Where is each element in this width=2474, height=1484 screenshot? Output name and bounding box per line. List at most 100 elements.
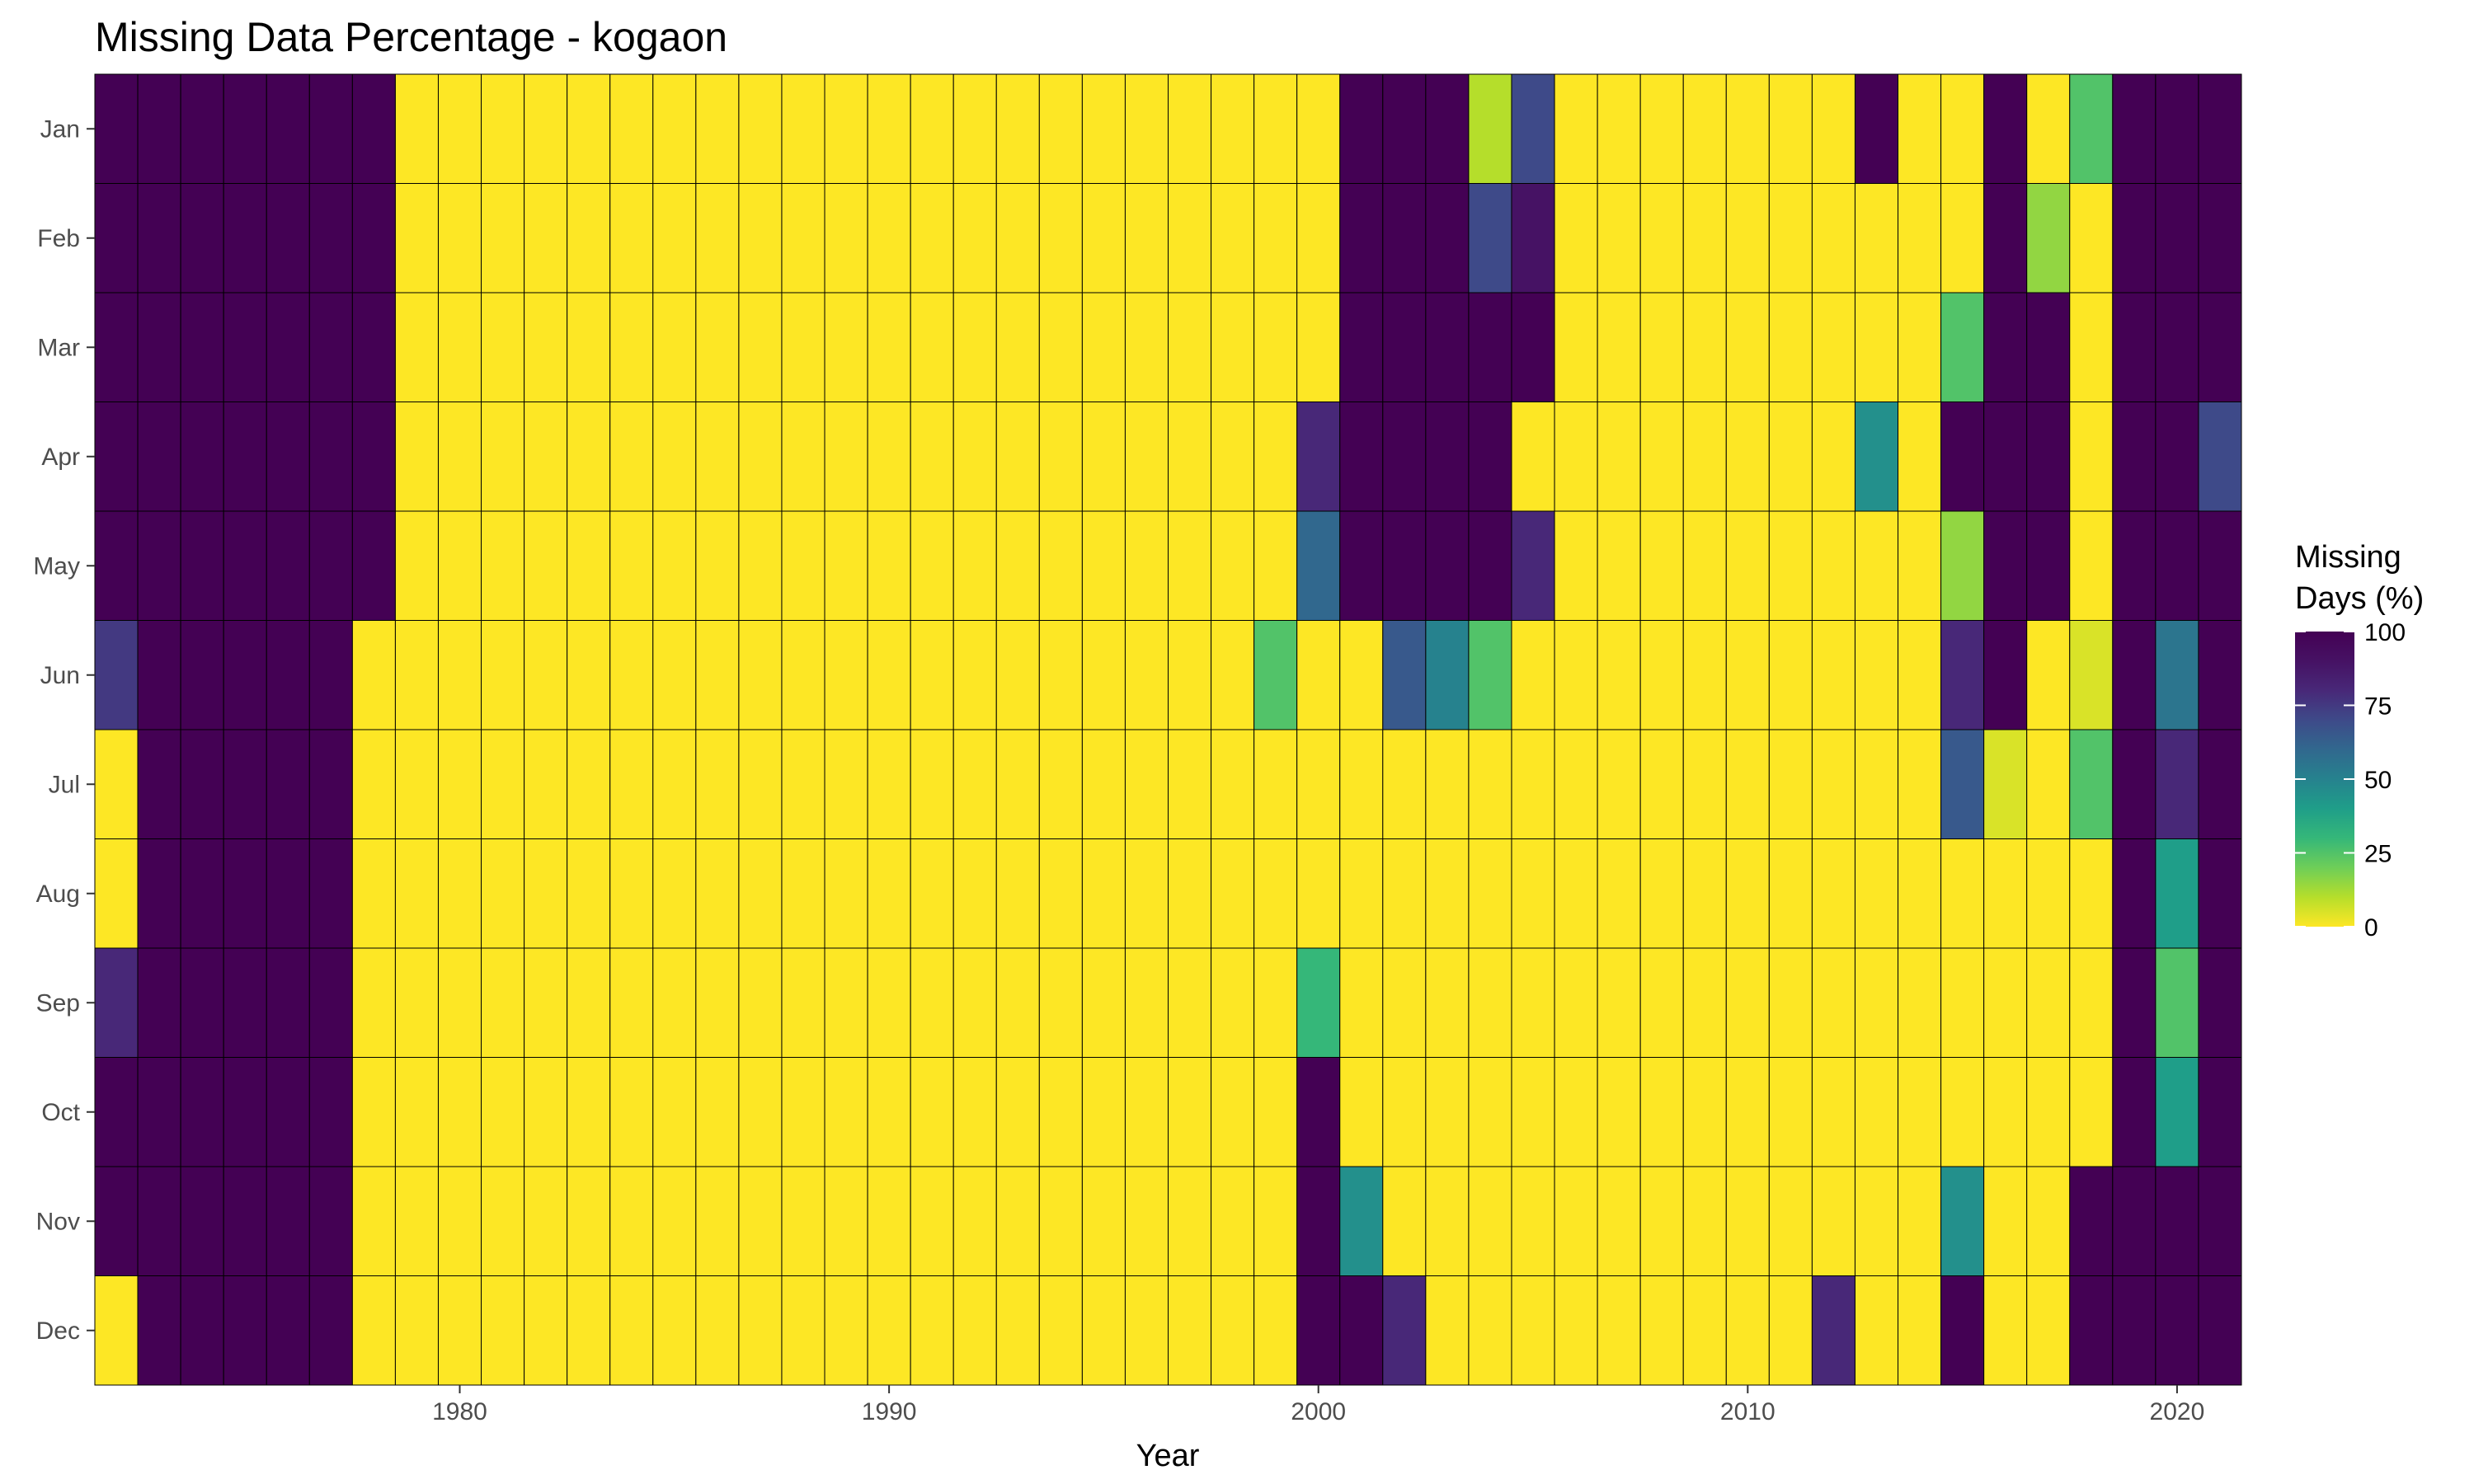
heatmap-cell — [1339, 1057, 1384, 1167]
heatmap-cell — [1425, 402, 1470, 512]
heatmap-cell — [180, 1057, 224, 1167]
heatmap-cell — [1898, 947, 1942, 1058]
heatmap-cell — [1168, 1057, 1212, 1167]
heatmap-cell — [1854, 1166, 1899, 1276]
heatmap-cell — [223, 947, 267, 1058]
heatmap-cell — [1725, 1057, 1770, 1167]
heatmap-cell — [308, 183, 353, 294]
heatmap-cell — [1597, 402, 1641, 512]
y-tick-label: Feb — [37, 225, 80, 252]
heatmap-cell — [738, 183, 783, 294]
heatmap-cell — [952, 620, 997, 730]
heatmap-cell — [223, 292, 267, 402]
heatmap-cell — [2069, 183, 2114, 294]
heatmap-cell — [1211, 729, 1255, 839]
heatmap-cell — [2112, 947, 2157, 1058]
heatmap-cell — [1296, 402, 1341, 512]
x-tick-label: 1980 — [432, 1398, 487, 1425]
heatmap-cell — [1382, 183, 1427, 294]
heatmap-cell — [1511, 1166, 1555, 1276]
heatmap-cell — [609, 510, 654, 621]
heatmap-cell — [394, 1275, 439, 1386]
heatmap-cell — [738, 1166, 783, 1276]
heatmap-cell — [1081, 510, 1126, 621]
heatmap-cell — [1768, 1057, 1813, 1167]
y-tick-label: Mar — [37, 334, 80, 361]
heatmap-cell — [695, 1166, 740, 1276]
heatmap-cell — [437, 620, 482, 730]
heatmap-cell — [2155, 620, 2199, 730]
x-axis: 1980 1990 2000 2010 2020 — [432, 1385, 2204, 1425]
heatmap-cell — [695, 620, 740, 730]
heatmap-cell — [2198, 510, 2242, 621]
heatmap-cell — [223, 510, 267, 621]
heatmap-cell — [867, 1057, 911, 1167]
heatmap-cell — [1425, 729, 1470, 839]
heatmap-cell — [695, 1275, 740, 1386]
heatmap-cell — [1898, 183, 1942, 294]
heatmap-cell — [1725, 1166, 1770, 1276]
heatmap-cell — [952, 1275, 997, 1386]
heatmap-cell — [94, 620, 139, 730]
heatmap-cell — [952, 73, 997, 184]
heatmap-cell — [695, 73, 740, 184]
heatmap-cell — [1597, 292, 1641, 402]
heatmap-cell — [1468, 292, 1512, 402]
heatmap-cell — [308, 729, 353, 839]
y-tick-label: Apr — [41, 444, 80, 471]
heatmap-cell — [781, 1057, 825, 1167]
heatmap-cell — [1854, 729, 1899, 839]
heatmap-cell — [867, 183, 911, 294]
heatmap-cell — [94, 1057, 139, 1167]
heatmap-cell — [308, 947, 353, 1058]
x-tick-label: 2020 — [2150, 1398, 2205, 1425]
heatmap-cell — [1168, 838, 1212, 949]
heatmap-cell — [524, 620, 568, 730]
heatmap-cell — [1168, 947, 1212, 1058]
heatmap-cell — [2069, 292, 2114, 402]
heatmap-cell — [2069, 402, 2114, 512]
heatmap-cell — [1296, 1275, 1341, 1386]
heatmap-cell — [437, 73, 482, 184]
heatmap-cell — [223, 73, 267, 184]
heatmap-cell — [1296, 947, 1341, 1058]
heatmap-cell — [223, 1166, 267, 1276]
heatmap-cell — [1296, 183, 1341, 294]
heatmap-cell — [1682, 947, 1727, 1058]
heatmap-cell — [1597, 620, 1641, 730]
heatmap-cell — [437, 402, 482, 512]
heatmap-cell — [738, 1057, 783, 1167]
heatmap-cell — [1511, 1057, 1555, 1167]
heatmap-cell — [910, 620, 954, 730]
heatmap-cell — [1811, 620, 1856, 730]
heatmap-cell — [223, 183, 267, 294]
y-tick-label: Jan — [40, 115, 80, 143]
heatmap-cell — [952, 947, 997, 1058]
heatmap-cell — [1898, 1275, 1942, 1386]
heatmap-cell — [952, 729, 997, 839]
heatmap-cell — [1124, 510, 1169, 621]
y-tick-label: Jul — [49, 771, 80, 798]
heatmap-cell — [1081, 1166, 1126, 1276]
heatmap-cell — [137, 729, 181, 839]
heatmap-cell — [437, 1057, 482, 1167]
heatmap-cell — [1081, 183, 1126, 294]
heatmap-cell — [1725, 947, 1770, 1058]
heatmap-cell — [995, 510, 1040, 621]
heatmap-cell — [1296, 1166, 1341, 1276]
heatmap-cell — [137, 73, 181, 184]
heatmap-cell — [1682, 838, 1727, 949]
heatmap-cell — [1081, 838, 1126, 949]
heatmap-cell — [1682, 620, 1727, 730]
heatmap-cell — [738, 838, 783, 949]
heatmap-cell — [1511, 402, 1555, 512]
heatmap-cell — [609, 402, 654, 512]
heatmap-cell — [180, 947, 224, 1058]
heatmap-cell — [1253, 292, 1298, 402]
heatmap-cell — [1554, 620, 1598, 730]
heatmap-cell — [867, 1166, 911, 1276]
chart-title: Missing Data Percentage - kogaon — [95, 14, 727, 60]
heatmap-cell — [2155, 402, 2199, 512]
heatmap-cell — [952, 838, 997, 949]
heatmap-cell — [481, 1057, 525, 1167]
